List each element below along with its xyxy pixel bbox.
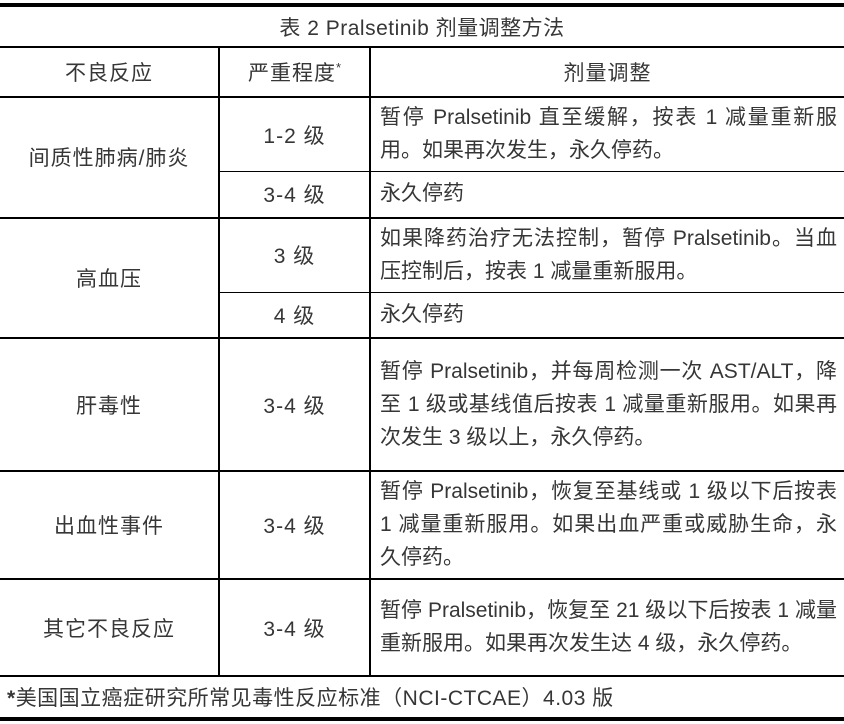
cell-severity: 4 级 [219,291,371,338]
cell-reaction-hepatotoxicity: 肝毒性 [0,337,220,471]
cell-adjustment: 暂停 Pralsetinib 直至缓解，按表 1 减量重新服用。如果再次发生，永… [370,96,844,172]
table-row: 3-4 级 永久停药 [0,171,844,218]
table-footnote: *美国国立癌症研究所常见毒性反应标准（NCI-CTCAE）4.03 版 [0,675,844,721]
table-row: 间质性肺病/肺炎 1-2 级 暂停 Pralsetinib 直至缓解，按表 1 … [0,96,844,218]
cell-severity: 3-4 级 [219,578,371,676]
column-header-severity-label: 严重程度 [247,62,336,85]
cell-severity: 3-4 级 [219,337,371,471]
table-row: 出血性事件 3-4 级 暂停 Pralsetinib，恢复至基线或 1 级以下后… [0,470,844,579]
severity-footnote-marker: * [335,60,342,75]
dose-adjustment-table: 表 2 Pralsetinib 剂量调整方法 不良反应 严重程度* 剂量调整 间… [0,3,844,721]
cell-severity: 3-4 级 [219,171,371,218]
cell-severity: 3-4 级 [219,470,371,579]
table-row: 其它不良反应 3-4 级 暂停 Pralsetinib，恢复至 21 级以下后按… [0,578,844,676]
cell-reaction-hypertension: 高血压 [0,216,220,338]
column-header-adverse-reaction: 不良反应 [0,46,220,97]
cell-reaction-interstitial-lung-disease: 间质性肺病/肺炎 [0,96,220,218]
cell-severity: 3 级 [219,216,371,292]
table-row: 4 级 永久停药 [0,291,844,338]
cell-adjustment: 永久停药 [370,171,844,218]
cell-adjustment: 永久停药 [370,291,844,338]
cell-reaction-other-adverse-reactions: 其它不良反应 [0,578,220,676]
table-title-row: 表 2 Pralsetinib 剂量调整方法 [0,3,844,47]
cell-adjustment: 暂停 Pralsetinib，恢复至 21 级以下后按表 1 减量重新服用。如果… [370,578,844,676]
table-title: 表 2 Pralsetinib 剂量调整方法 [0,3,844,47]
table-row: 肝毒性 3-4 级 暂停 Pralsetinib，并每周检测一次 AST/ALT… [0,337,844,471]
cell-adjustment: 暂停 Pralsetinib，恢复至基线或 1 级以下后按表 1 减量重新服用。… [370,470,844,579]
table-header-row: 不良反应 严重程度* 剂量调整 [0,46,844,97]
cell-adjustment: 暂停 Pralsetinib，并每周检测一次 AST/ALT，降至 1 级或基线… [370,337,844,471]
footnote-text: 美国国立癌症研究所常见毒性反应标准（NCI-CTCAE）4.03 版 [15,687,614,710]
footnote-star: * [7,687,16,710]
table-row: 高血压 3 级 如果降药治疗无法控制，暂停 Pralsetinib。当血压控制后… [0,216,844,338]
cell-adjustment: 如果降药治疗无法控制，暂停 Pralsetinib。当血压控制后，按表 1 减量… [370,216,844,292]
cell-severity: 1-2 级 [219,96,371,172]
table-footnote-row: *美国国立癌症研究所常见毒性反应标准（NCI-CTCAE）4.03 版 [0,675,844,721]
cell-reaction-hemorrhagic-events: 出血性事件 [0,470,220,579]
column-header-dose-adjustment: 剂量调整 [370,46,844,97]
column-header-severity: 严重程度* [219,46,371,97]
